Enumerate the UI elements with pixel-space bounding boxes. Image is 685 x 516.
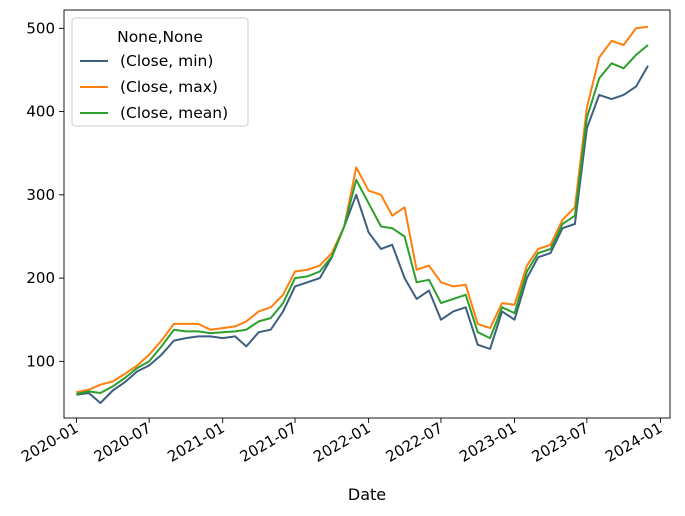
legend-title: None,None <box>117 28 203 46</box>
series-line-close-min <box>76 65 649 404</box>
y-tick-label: 300 <box>26 186 55 204</box>
x-axis-label: Date <box>348 485 386 504</box>
series-layer <box>76 25 649 404</box>
y-axis: 100 200 300 400 500 <box>26 19 64 370</box>
y-tick-label: 500 <box>26 19 55 37</box>
y-tick-label: 100 <box>26 352 55 370</box>
series-line-close-mean <box>76 44 649 395</box>
series-line-close-max <box>76 25 649 394</box>
legend-label-close-max: (Close, max) <box>120 78 218 96</box>
legend-label-close-mean: (Close, mean) <box>120 104 228 122</box>
axes-frame <box>63 9 671 419</box>
legend-box <box>71 17 249 127</box>
legend-label-close-min: (Close, min) <box>120 52 213 70</box>
y-tick-label: 200 <box>26 269 55 287</box>
y-tick-label: 400 <box>26 103 55 121</box>
legend: None,None (Close, min) (Close, max) (Clo… <box>71 17 249 127</box>
